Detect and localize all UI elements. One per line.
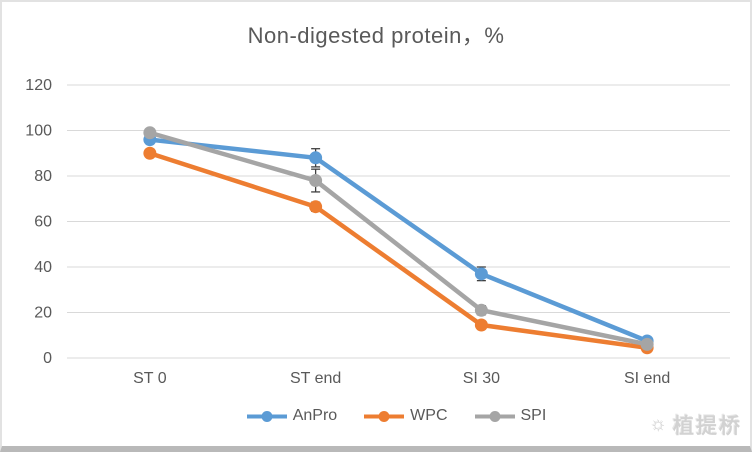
legend-item-wpc: WPC — [363, 407, 448, 425]
watermark-text: 植提桥 — [673, 415, 742, 438]
legend-label-anpro: AnPro — [292, 407, 338, 424]
y-axis-tick-label: 20 — [34, 305, 52, 322]
data-point-spi — [474, 303, 488, 317]
legend-item-anpro: AnPro — [246, 407, 337, 425]
legend-label-wpc: WPC — [410, 407, 448, 424]
legend-item-spi: SPI — [474, 407, 547, 425]
x-axis-tick-label: ST 0 — [133, 370, 167, 387]
y-axis-tick-label: 120 — [25, 77, 52, 94]
legend-label-spi: SPI — [520, 407, 547, 424]
chart-legend: AnPro WPC SPI — [62, 407, 730, 425]
x-axis-tick-label: SI end — [624, 370, 670, 387]
data-point-spi — [309, 174, 323, 188]
y-axis-tick-label: 40 — [34, 259, 52, 276]
y-axis-tick-label: 0 — [43, 350, 52, 367]
legend-line-marker-icon — [246, 410, 287, 422]
chart-title: Non-digested protein，% — [247, 23, 505, 48]
data-point-anpro — [309, 151, 323, 165]
data-point-spi — [640, 337, 654, 351]
data-point-wpc — [309, 200, 323, 214]
data-point-wpc — [474, 318, 488, 332]
y-axis-tick-label: 80 — [34, 168, 52, 185]
data-point-spi — [143, 126, 157, 140]
legend-line-marker-icon — [474, 410, 515, 422]
y-axis-tick-label: 100 — [25, 123, 52, 140]
watermark-sun-icon: ☼ — [649, 414, 669, 435]
series-line-wpc — [147, 151, 650, 351]
x-axis-tick-label: ST end — [290, 370, 341, 387]
y-axis-tick-label: 60 — [34, 214, 52, 231]
legend-line-marker-icon — [364, 410, 405, 422]
watermark: ☼ 植提桥 — [650, 410, 742, 440]
series-line-anpro — [147, 137, 650, 344]
series-line-spi — [147, 130, 650, 347]
x-axis-tick-label: SI 30 — [463, 370, 500, 387]
data-point-anpro — [474, 267, 488, 281]
data-point-wpc — [143, 146, 157, 160]
